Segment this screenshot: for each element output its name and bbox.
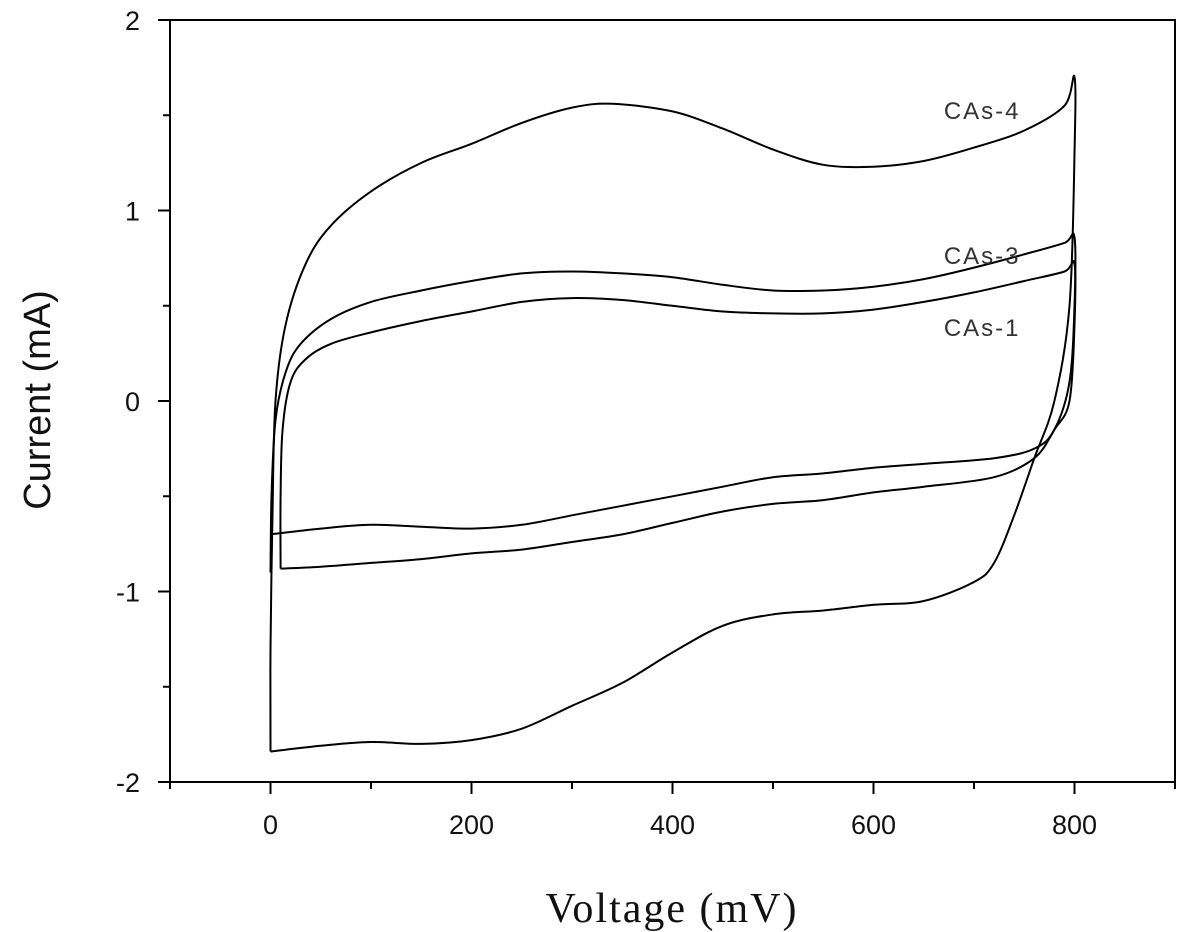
y-tick-label: 1 bbox=[125, 197, 140, 227]
curve-label: CAs-3 bbox=[944, 243, 1021, 270]
y-tick-label: 0 bbox=[125, 387, 140, 417]
series-line-cas-1 bbox=[279, 259, 1077, 570]
x-tick-label: 0 bbox=[263, 810, 278, 840]
y-axis-label: Current (mA) bbox=[17, 290, 59, 510]
y-tick-label: 2 bbox=[125, 6, 140, 36]
x-axis: 0 200 400 600 800 bbox=[169, 782, 1176, 840]
series-layer bbox=[269, 74, 1077, 753]
y-tick-label: -2 bbox=[116, 768, 140, 798]
y-axis: 2 1 0 -1 -2 bbox=[116, 6, 170, 798]
series-line-cas-3 bbox=[269, 232, 1077, 573]
x-tick-label: 200 bbox=[449, 810, 494, 840]
x-tick-label: 600 bbox=[851, 810, 896, 840]
annotation-layer: CAs-4 CAs-3 CAs-1 bbox=[944, 98, 1021, 342]
curve-label: CAs-4 bbox=[944, 98, 1021, 125]
x-tick-label: 400 bbox=[650, 810, 695, 840]
x-axis-label: Voltage (mV) bbox=[545, 886, 798, 932]
curve-label: CAs-1 bbox=[944, 315, 1021, 342]
y-tick-label: -1 bbox=[116, 578, 140, 608]
plot-area bbox=[169, 19, 1176, 783]
series-line-cas-4 bbox=[269, 74, 1077, 753]
plot-frame bbox=[169, 19, 1176, 783]
x-tick-label: 800 bbox=[1052, 810, 1097, 840]
